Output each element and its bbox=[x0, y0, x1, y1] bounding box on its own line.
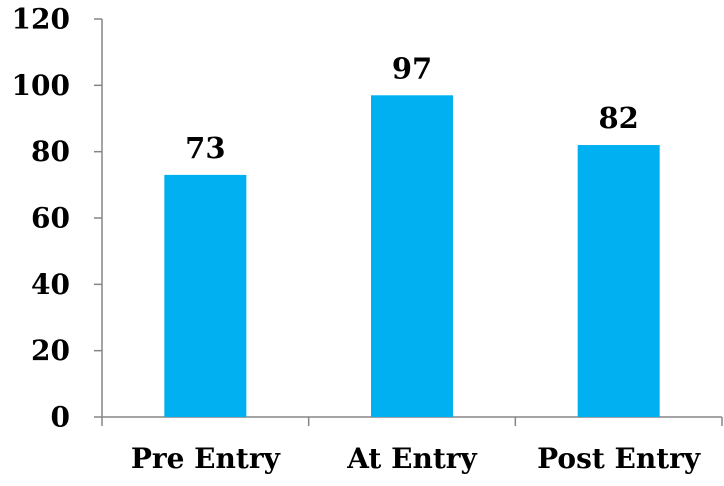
x-axis-ticks bbox=[101, 417, 723, 426]
category-label: Post Entry bbox=[537, 442, 701, 475]
y-tick-label: 100 bbox=[12, 69, 70, 102]
y-tick-label: 20 bbox=[31, 334, 70, 367]
y-tick-label: 0 bbox=[51, 401, 70, 434]
x-axis-category-labels: Pre Entry At Entry Post Entry bbox=[131, 442, 701, 475]
y-tick-label: 120 bbox=[12, 3, 70, 36]
category-label: At Entry bbox=[346, 442, 477, 475]
bar bbox=[577, 145, 660, 418]
data-labels: 73 97 82 bbox=[185, 51, 639, 165]
bar bbox=[371, 95, 453, 418]
bar bbox=[164, 174, 247, 417]
y-tick-label: 40 bbox=[31, 268, 70, 301]
category-label: Pre Entry bbox=[131, 442, 281, 475]
y-axis-tick-labels: 0 20 40 60 80 100 120 bbox=[12, 3, 70, 434]
bars bbox=[164, 95, 660, 418]
data-label: 97 bbox=[392, 51, 432, 85]
y-tick-label: 60 bbox=[31, 202, 70, 235]
y-tick-label: 80 bbox=[31, 135, 70, 168]
data-label: 82 bbox=[598, 101, 638, 135]
y-axis-ticks bbox=[94, 18, 102, 418]
data-label: 73 bbox=[185, 131, 225, 165]
